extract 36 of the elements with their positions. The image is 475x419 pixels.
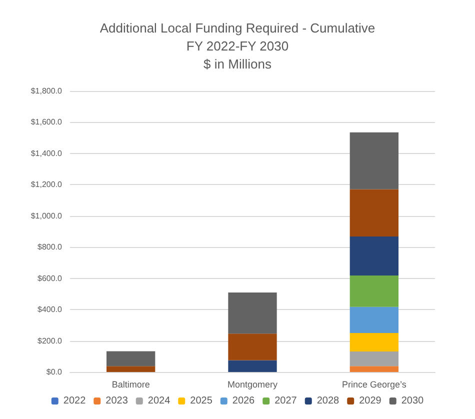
legend-label: 2027 bbox=[274, 396, 298, 406]
legend-label: 2026 bbox=[232, 396, 256, 406]
bar bbox=[350, 189, 398, 236]
legend-label: 2022 bbox=[63, 396, 86, 406]
bar bbox=[106, 366, 156, 372]
y-tick-label: $1,400.0 bbox=[30, 148, 63, 158]
y-tick-label: $200.0 bbox=[38, 336, 63, 346]
legend-label: 2025 bbox=[190, 396, 213, 406]
bar bbox=[228, 360, 277, 372]
bar bbox=[350, 332, 398, 352]
bar bbox=[350, 306, 398, 333]
chart-title: Additional Local Funding Required - Cumulative FY 2022-FY 2030 $ in Millions bbox=[100, 20, 376, 72]
y-tick-label: $800.0 bbox=[38, 242, 63, 252]
bar bbox=[350, 236, 398, 276]
x-tick-label: Prince George’s bbox=[342, 380, 407, 390]
bar bbox=[350, 132, 398, 190]
legend-label: 2024 bbox=[148, 396, 171, 406]
y-tick-label: $0.0 bbox=[46, 368, 63, 376]
x-tick-label: Baltimore bbox=[112, 380, 150, 390]
legend-label: 2029 bbox=[359, 396, 382, 406]
bar bbox=[350, 276, 398, 307]
y-tick-label: $1,800.0 bbox=[30, 86, 63, 96]
legend-label: 2028 bbox=[316, 396, 340, 406]
bar bbox=[350, 352, 398, 366]
y-tick-label: $1,200.0 bbox=[30, 180, 63, 190]
y-tick-label: $1,600.0 bbox=[30, 118, 63, 127]
legend-label: 2023 bbox=[106, 396, 128, 406]
legend-label: 2030 bbox=[401, 396, 424, 406]
x-tick-label: Montgomery bbox=[227, 380, 278, 390]
bar bbox=[350, 366, 398, 372]
y-tick-label: $600.0 bbox=[38, 274, 63, 283]
bar bbox=[106, 351, 156, 366]
y-tick-label: $400.0 bbox=[38, 305, 63, 314]
y-tick-label: $1,000.0 bbox=[30, 211, 63, 220]
bar bbox=[228, 334, 277, 360]
bar bbox=[228, 292, 277, 334]
